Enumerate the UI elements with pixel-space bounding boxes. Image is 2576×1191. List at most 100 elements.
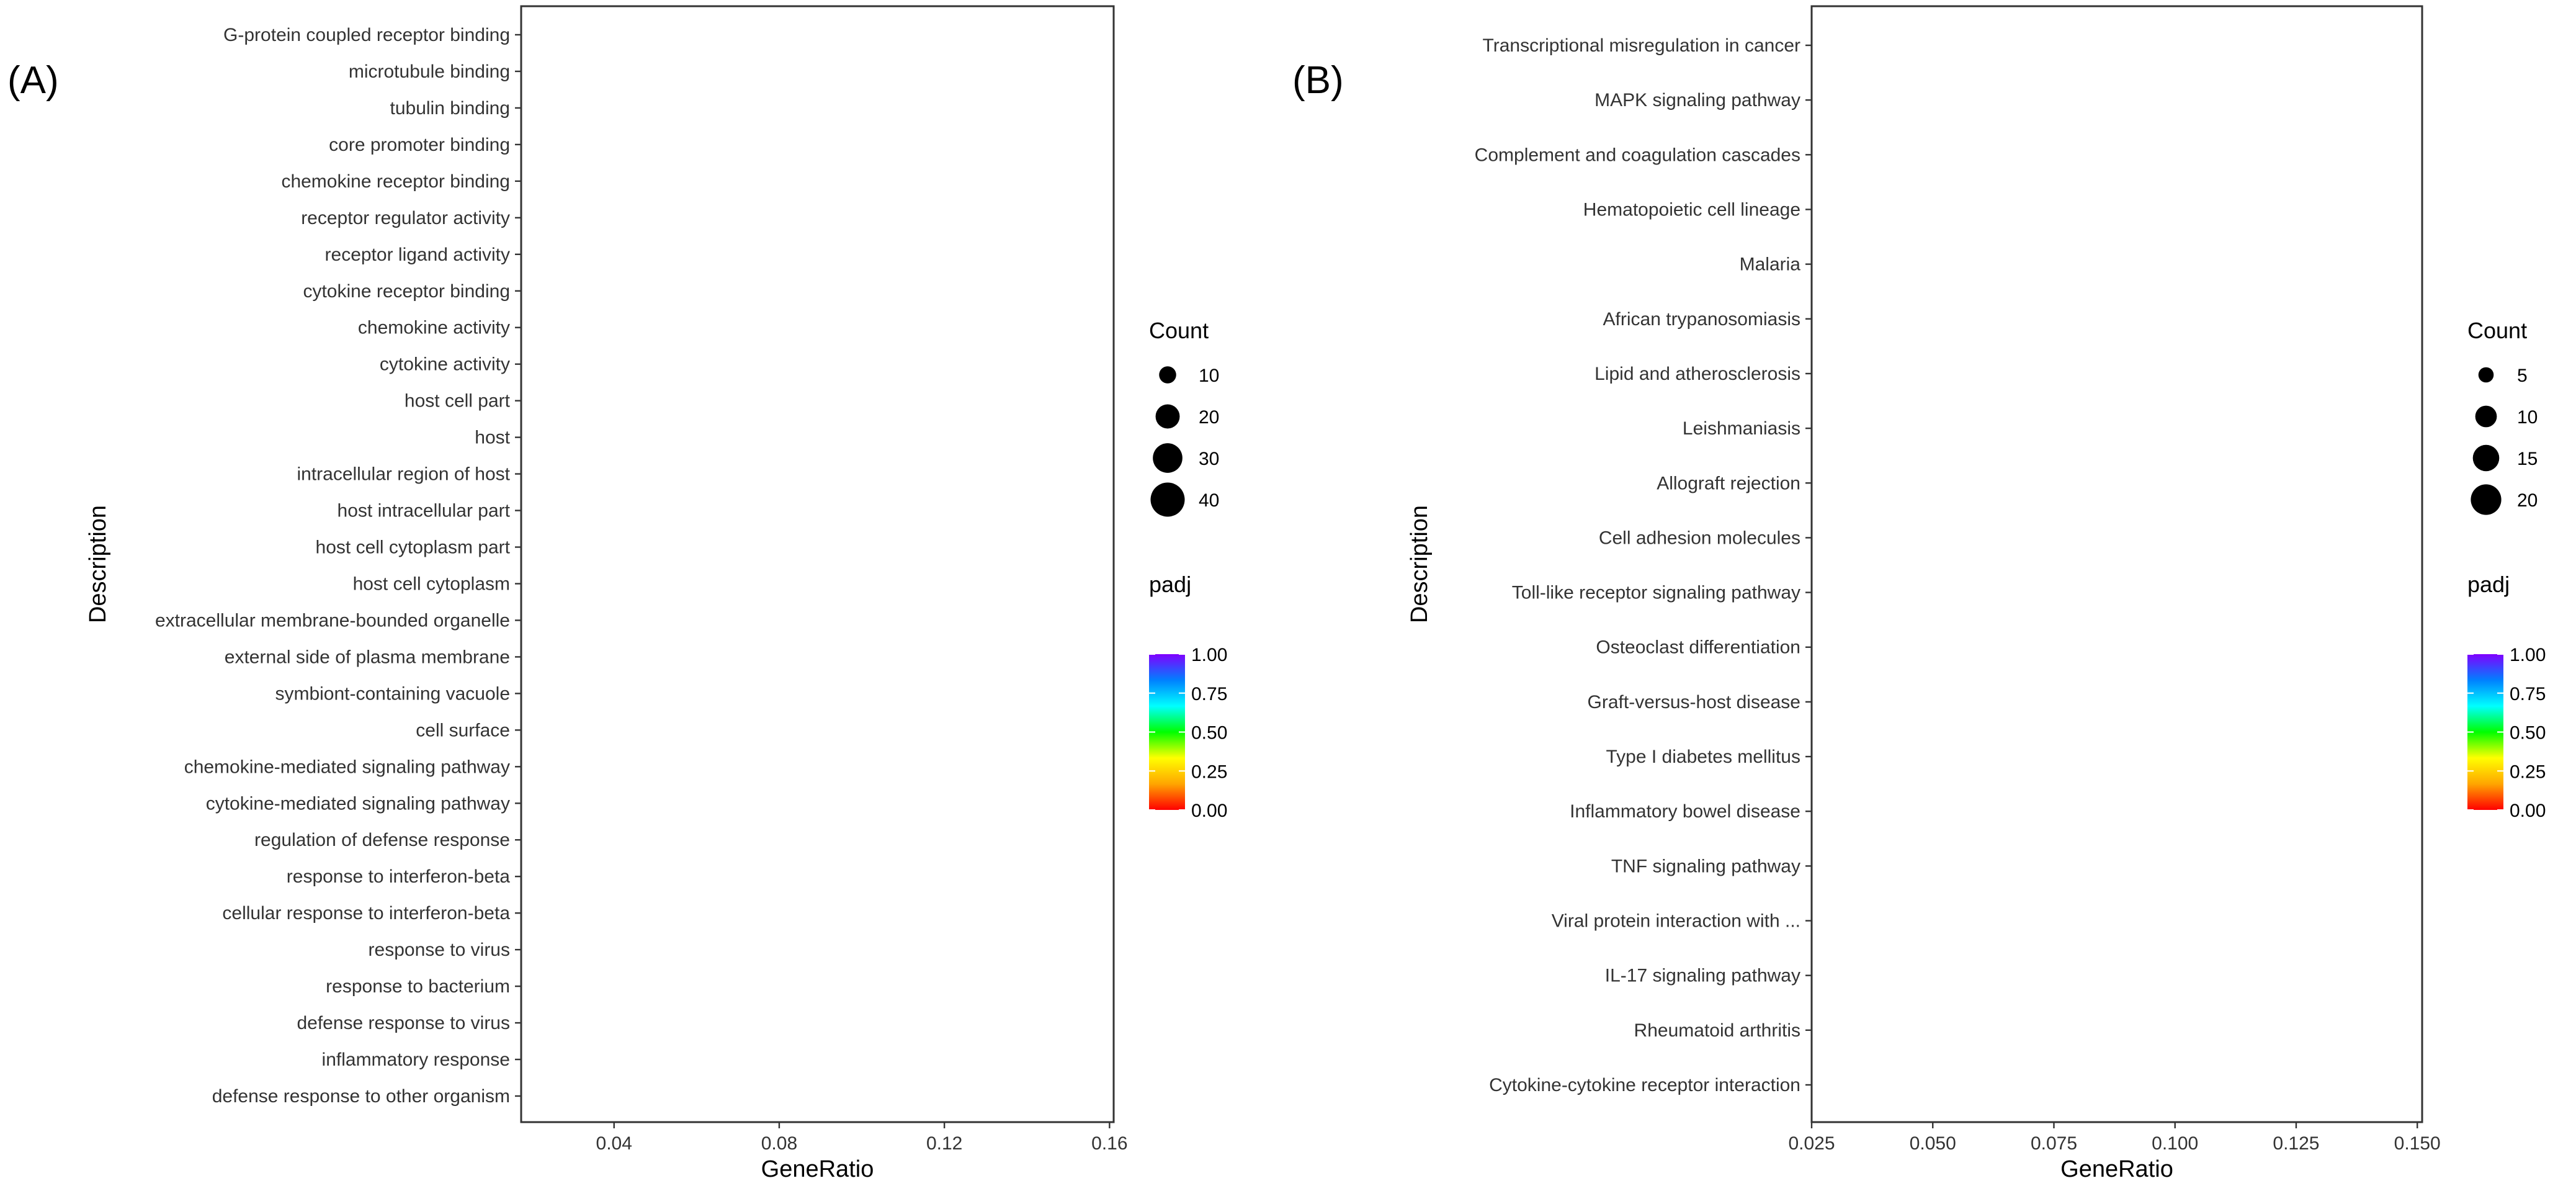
category-label: symbiont-containing vacuole xyxy=(275,683,510,704)
padj-legend-title: padj xyxy=(2467,572,2510,597)
x-tick-label: 0.08 xyxy=(761,1133,797,1154)
category-label: Malaria xyxy=(1740,254,1801,275)
x-tick-label: 0.100 xyxy=(2152,1133,2198,1154)
x-tick-label: 0.150 xyxy=(2394,1133,2441,1154)
category-label: TNF signaling pathway xyxy=(1611,856,1800,876)
count-legend-key xyxy=(1155,404,1180,429)
padj-tick-label: 0.75 xyxy=(2510,684,2546,704)
category-label: intracellular region of host xyxy=(297,464,510,485)
padj-tick-label: 0.50 xyxy=(1191,723,1227,744)
category-label: host cell cytoplasm part xyxy=(316,537,511,558)
category-label: Osteoclast differentiation xyxy=(1596,637,1800,658)
category-label: external side of plasma membrane xyxy=(225,647,510,667)
count-legend-key xyxy=(1159,366,1176,384)
category-label: tubulin binding xyxy=(390,98,511,119)
y-axis-title: Description xyxy=(85,505,111,623)
category-label: defense response to virus xyxy=(297,1013,510,1033)
panel-b: (B) Transcriptional misregulation in canc… xyxy=(1292,5,2546,1182)
category-label: response to bacterium xyxy=(326,976,510,997)
padj-legend-title: padj xyxy=(1149,572,1191,597)
category-label: receptor ligand activity xyxy=(325,245,510,265)
category-label: Leishmaniasis xyxy=(1683,418,1800,439)
x-axis-title: GeneRatio xyxy=(761,1156,874,1182)
category-label: cytokine-mediated signaling pathway xyxy=(206,793,510,814)
category-label: extracellular membrane-bounded organelle xyxy=(155,610,510,631)
category-label: host cell cytoplasm xyxy=(353,573,510,594)
category-label: Graft-versus-host disease xyxy=(1588,692,1800,712)
category-label: microtubule binding xyxy=(349,61,510,82)
x-axis-title: GeneRatio xyxy=(2060,1156,2173,1182)
category-label: cytokine receptor binding xyxy=(303,281,510,302)
y-axis-title: Description xyxy=(1407,505,1433,623)
count-legend-title: Count xyxy=(2467,318,2527,343)
category-label: chemokine receptor binding xyxy=(281,171,510,192)
x-tick-label: 0.025 xyxy=(1788,1133,1835,1154)
count-legend-key xyxy=(2478,367,2494,383)
category-label: Allograft rejection xyxy=(1657,473,1800,493)
x-tick-label: 0.075 xyxy=(2031,1133,2077,1154)
x-tick-label: 0.12 xyxy=(926,1133,962,1154)
padj-tick-label: 1.00 xyxy=(2510,645,2546,665)
category-label: IL-17 signaling pathway xyxy=(1605,966,1800,986)
count-legend-label: 20 xyxy=(2517,490,2538,511)
count-legend-label: 40 xyxy=(1199,490,1219,511)
padj-tick-label: 0.50 xyxy=(2510,723,2546,744)
count-legend-label: 20 xyxy=(1199,407,1219,428)
category-label: Lipid and atherosclerosis xyxy=(1594,364,1800,384)
category-label: Complement and coagulation cascades xyxy=(1475,145,1800,165)
category-label: Hematopoietic cell lineage xyxy=(1583,199,1800,220)
padj-tick-label: 0.00 xyxy=(1191,801,1227,821)
category-label: regulation of defense response xyxy=(254,830,510,850)
category-label: Transcriptional misregulation in cancer xyxy=(1483,35,1800,56)
padj-tick-label: 1.00 xyxy=(1191,645,1227,665)
category-label: African trypanosomiasis xyxy=(1603,309,1800,330)
x-tick-label: 0.125 xyxy=(2273,1133,2319,1154)
panel-label: (B) xyxy=(1292,59,1344,102)
count-legend-key xyxy=(1153,443,1183,473)
category-label: cell surface xyxy=(416,720,510,740)
panel-label: (A) xyxy=(7,59,59,102)
category-label: chemokine-mediated signaling pathway xyxy=(184,757,510,777)
count-legend-key xyxy=(2471,484,2502,515)
padj-tick-label: 0.00 xyxy=(2510,801,2546,821)
count-legend-label: 15 xyxy=(2517,449,2538,469)
category-label: Viral protein interaction with ... xyxy=(1552,911,1800,932)
plot-frame xyxy=(520,5,1115,1123)
category-label: host xyxy=(475,428,510,448)
plot-frame xyxy=(1810,5,2423,1123)
category-label: host intracellular part xyxy=(338,501,511,521)
x-tick-label: 0.050 xyxy=(1910,1133,1956,1154)
category-label: core promoter binding xyxy=(329,135,510,155)
count-legend-key xyxy=(2472,444,2500,472)
category-label: response to interferon-beta xyxy=(287,866,511,887)
category-label: response to virus xyxy=(369,940,510,960)
count-legend-label: 5 xyxy=(2517,366,2528,386)
x-tick-label: 0.16 xyxy=(1091,1133,1127,1154)
category-label: Cell adhesion molecules xyxy=(1599,528,1800,548)
padj-tick-label: 0.25 xyxy=(2510,762,2546,782)
count-legend-label: 10 xyxy=(2517,407,2538,428)
category-label: inflammatory response xyxy=(322,1049,510,1070)
padj-tick-label: 0.25 xyxy=(1191,762,1227,782)
count-legend-key xyxy=(1150,482,1185,517)
count-legend-key xyxy=(2475,405,2497,428)
category-label: receptor regulator activity xyxy=(301,208,510,228)
category-label: Inflammatory bowel disease xyxy=(1570,801,1800,822)
x-tick-label: 0.04 xyxy=(596,1133,632,1154)
category-label: cellular response to interferon-beta xyxy=(222,903,510,924)
category-label: Rheumatoid arthritis xyxy=(1634,1020,1800,1041)
category-label: cytokine activity xyxy=(380,354,510,375)
category-label: chemokine activity xyxy=(358,318,510,338)
padj-tick-label: 0.75 xyxy=(1191,684,1227,704)
count-legend-title: Count xyxy=(1149,318,1209,343)
category-label: MAPK signaling pathway xyxy=(1594,90,1800,110)
category-label: Cytokine-cytokine receptor interaction xyxy=(1489,1075,1800,1095)
category-label: host cell part xyxy=(405,391,511,411)
category-label: G-protein coupled receptor binding xyxy=(223,25,510,45)
category-label: Toll-like receptor signaling pathway xyxy=(1512,583,1800,603)
category-label: Type I diabetes mellitus xyxy=(1606,747,1801,767)
count-legend-label: 10 xyxy=(1199,366,1219,386)
count-legend-label: 30 xyxy=(1199,449,1219,469)
category-label: defense response to other organism xyxy=(212,1086,510,1107)
